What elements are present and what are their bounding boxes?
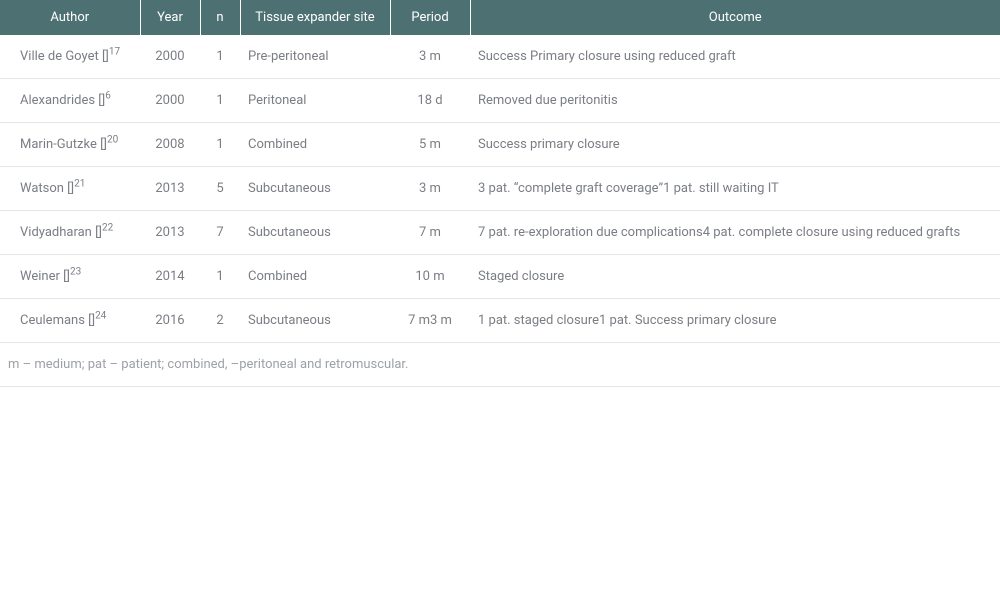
author-ref-mark: []: [92, 225, 102, 240]
table-row: Alexandrides []620001Peritoneal18 dRemov…: [0, 79, 1000, 123]
col-header-n: n: [200, 0, 240, 35]
cell-site: Combined: [240, 255, 390, 299]
cell-author: Ceulemans []24: [0, 299, 140, 343]
cell-period: 18 d: [390, 79, 470, 123]
author-ref-sup: 20: [107, 135, 118, 146]
col-header-outcome: Outcome: [470, 0, 1000, 35]
author-ref-sup: 6: [105, 91, 111, 102]
cell-outcome: 7 pat. re-exploration due complications4…: [470, 211, 1000, 255]
author-name: Alexandrides: [20, 93, 95, 108]
cell-n: 7: [200, 211, 240, 255]
cell-site: Peritoneal: [240, 79, 390, 123]
table-header: Author Year n Tissue expander site Perio…: [0, 0, 1000, 35]
cell-n: 2: [200, 299, 240, 343]
cell-n: 1: [200, 123, 240, 167]
col-header-author: Author: [0, 0, 140, 35]
author-ref-sup: 24: [95, 311, 106, 322]
cell-outcome: Staged closure: [470, 255, 1000, 299]
col-header-year: Year: [140, 0, 200, 35]
author-ref-mark: []: [97, 137, 107, 152]
author-name: Ville de Goyet: [20, 49, 99, 64]
cell-year: 2016: [140, 299, 200, 343]
table-row: Weiner []2320141Combined10 mStaged closu…: [0, 255, 1000, 299]
cell-author: Alexandrides []6: [0, 79, 140, 123]
cell-outcome: Success Primary closure using reduced gr…: [470, 35, 1000, 79]
cell-site: Combined: [240, 123, 390, 167]
author-name: Vidyadharan: [20, 225, 92, 240]
table-row: Ville de Goyet []1720001Pre-peritoneal3 …: [0, 35, 1000, 79]
author-name: Marin-Gutzke: [20, 137, 97, 152]
cell-year: 2013: [140, 211, 200, 255]
cell-outcome: 3 pat. “complete graft coverage”1 pat. s…: [470, 167, 1000, 211]
cell-n: 1: [200, 255, 240, 299]
cell-period: 7 m: [390, 211, 470, 255]
cell-year: 2008: [140, 123, 200, 167]
author-name: Watson: [20, 181, 64, 196]
table-footnote: m – medium; pat – patient; combined, –pe…: [0, 343, 1000, 387]
cell-site: Subcutaneous: [240, 167, 390, 211]
author-ref-sup: 22: [102, 223, 113, 234]
author-ref-mark: []: [99, 49, 109, 64]
cell-outcome: 1 pat. staged closure1 pat. Success prim…: [470, 299, 1000, 343]
cell-period: 5 m: [390, 123, 470, 167]
cell-year: 2000: [140, 35, 200, 79]
author-name: Weiner: [20, 269, 60, 284]
cell-author: Marin-Gutzke []20: [0, 123, 140, 167]
author-ref-mark: []: [64, 181, 74, 196]
cell-outcome: Success primary closure: [470, 123, 1000, 167]
cell-period: 3 m: [390, 35, 470, 79]
cell-site: Subcutaneous: [240, 299, 390, 343]
cell-period: 3 m: [390, 167, 470, 211]
cell-year: 2000: [140, 79, 200, 123]
col-header-period: Period: [390, 0, 470, 35]
author-ref-sup: 17: [109, 47, 120, 58]
author-ref-sup: 23: [70, 267, 81, 278]
cell-author: Vidyadharan []22: [0, 211, 140, 255]
cell-period: 10 m: [390, 255, 470, 299]
author-ref-sup: 21: [74, 179, 85, 190]
data-table: Author Year n Tissue expander site Perio…: [0, 0, 1000, 343]
cell-n: 1: [200, 35, 240, 79]
table-row: Ceulemans []2420162Subcutaneous7 m3 m1 p…: [0, 299, 1000, 343]
cell-n: 1: [200, 79, 240, 123]
table-row: Watson []2120135Subcutaneous3 m3 pat. “c…: [0, 167, 1000, 211]
author-ref-mark: []: [85, 313, 95, 328]
col-header-site: Tissue expander site: [240, 0, 390, 35]
author-name: Ceulemans: [20, 313, 85, 328]
cell-n: 5: [200, 167, 240, 211]
table-row: Vidyadharan []2220137Subcutaneous7 m7 pa…: [0, 211, 1000, 255]
cell-year: 2013: [140, 167, 200, 211]
table-body: Ville de Goyet []1720001Pre-peritoneal3 …: [0, 35, 1000, 343]
cell-site: Pre-peritoneal: [240, 35, 390, 79]
author-ref-mark: []: [60, 269, 70, 284]
cell-site: Subcutaneous: [240, 211, 390, 255]
cell-author: Ville de Goyet []17: [0, 35, 140, 79]
author-ref-mark: []: [95, 93, 105, 108]
cell-author: Weiner []23: [0, 255, 140, 299]
cell-outcome: Removed due peritonitis: [470, 79, 1000, 123]
cell-author: Watson []21: [0, 167, 140, 211]
table-row: Marin-Gutzke []2020081Combined5 mSuccess…: [0, 123, 1000, 167]
cell-year: 2014: [140, 255, 200, 299]
cell-period: 7 m3 m: [390, 299, 470, 343]
